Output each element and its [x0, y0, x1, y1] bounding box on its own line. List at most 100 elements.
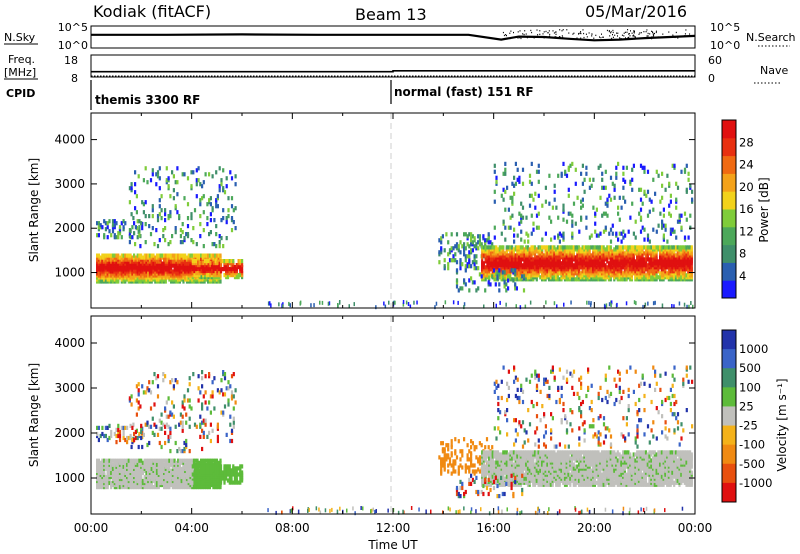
power-colorbar-swatch: [722, 173, 736, 192]
power-cell: [607, 261, 611, 266]
noise-search-dot: [582, 29, 584, 31]
power-cell: [668, 181, 671, 186]
power-cell: [558, 231, 561, 236]
power-cell: [199, 202, 202, 207]
power-cell: [195, 168, 198, 173]
power-cell: [213, 242, 216, 247]
velocity-cell: [143, 474, 146, 480]
power-cell: [443, 258, 446, 263]
power-cell: [513, 233, 516, 238]
power-cell: [489, 253, 493, 258]
power-cell: [470, 248, 473, 253]
velocity-cell: [189, 458, 192, 463]
power-cell: [141, 200, 144, 205]
velocity-cell: [217, 460, 220, 465]
power-cell: [219, 279, 222, 284]
power-cell: [182, 253, 185, 258]
power-cell: [657, 173, 660, 178]
power-cell: [528, 247, 531, 252]
velocity-cell: [148, 468, 152, 473]
velocity-cell: [178, 458, 181, 463]
power-speck: [652, 301, 655, 306]
noise-search-dot: [654, 32, 655, 35]
power-cell: [455, 268, 459, 273]
power-cell: [501, 274, 504, 279]
velocity-cell: [170, 478, 173, 484]
power-cell: [683, 211, 687, 216]
power-speck: [495, 303, 497, 308]
power-cell: [523, 239, 526, 244]
power-cell: [187, 253, 190, 258]
power-cell: [648, 209, 651, 214]
power-cell: [574, 167, 577, 172]
noise-search-dot: [548, 30, 550, 32]
power-cell: [520, 213, 523, 218]
power-cell: [103, 233, 106, 238]
power-cell: [463, 232, 466, 237]
power-cell: [527, 239, 530, 244]
power-speck: [337, 303, 339, 307]
power-cell: [180, 253, 183, 258]
power-colorbar-tick: 20: [739, 180, 754, 194]
velocity-cell: [205, 458, 208, 463]
noise-search-dot: [634, 36, 636, 38]
velocity-cell: [157, 464, 160, 469]
noise-search-dot: [655, 31, 657, 34]
power-cell: [673, 257, 676, 262]
power-cell: [133, 273, 136, 278]
power-speck: [556, 304, 558, 309]
power-cell: [617, 237, 620, 242]
power-cell: [514, 253, 517, 258]
power-cell: [590, 267, 593, 272]
power-colorbar-tick: 8: [739, 247, 746, 261]
power-cell: [117, 235, 120, 240]
power-cell: [604, 225, 607, 230]
power-cell: [583, 177, 586, 182]
power-cell: [110, 273, 113, 278]
power-cell: [530, 161, 533, 166]
power-cell: [613, 187, 616, 192]
power-cell: [664, 261, 667, 266]
power-cell: [604, 169, 607, 174]
power-cell: [646, 245, 649, 250]
power-cell: [660, 245, 663, 250]
power-cell: [197, 271, 200, 276]
power-cell: [609, 239, 613, 244]
power-cell: [622, 245, 625, 250]
power-cell: [572, 249, 575, 254]
noise-search-dot: [633, 35, 635, 37]
power-cell: [134, 190, 137, 195]
site-title: Kodiak (fitACF): [93, 2, 211, 21]
power-cell: [556, 245, 559, 250]
power-cell: [132, 216, 135, 221]
power-cell: [155, 228, 158, 233]
power-cell: [227, 208, 230, 213]
power-cell: [165, 166, 168, 171]
velocity-cell: [166, 474, 169, 480]
velocity-cell: [168, 458, 171, 463]
power-cell: [482, 253, 485, 258]
power-cell: [643, 227, 646, 232]
power-cell: [218, 166, 221, 171]
velocity-cell: [113, 470, 116, 475]
power-cell: [553, 235, 556, 240]
power-cell: [144, 166, 147, 171]
power-cell: [557, 215, 560, 220]
power-cell: [567, 245, 570, 250]
power-cell: [156, 170, 160, 175]
velocity-cell: [187, 458, 190, 463]
power-cell: [160, 194, 163, 199]
power-cell: [678, 271, 681, 276]
power-cell: [455, 232, 459, 237]
power-cell: [482, 261, 485, 266]
power-cell: [510, 268, 513, 273]
power-cell: [122, 219, 125, 224]
power-cell: [632, 245, 635, 250]
velocity-cell: [177, 458, 180, 463]
noise-search-dot: [526, 37, 528, 39]
power-cell: [604, 247, 607, 252]
noise-frame: [90, 25, 696, 49]
power-cell: [567, 193, 570, 198]
